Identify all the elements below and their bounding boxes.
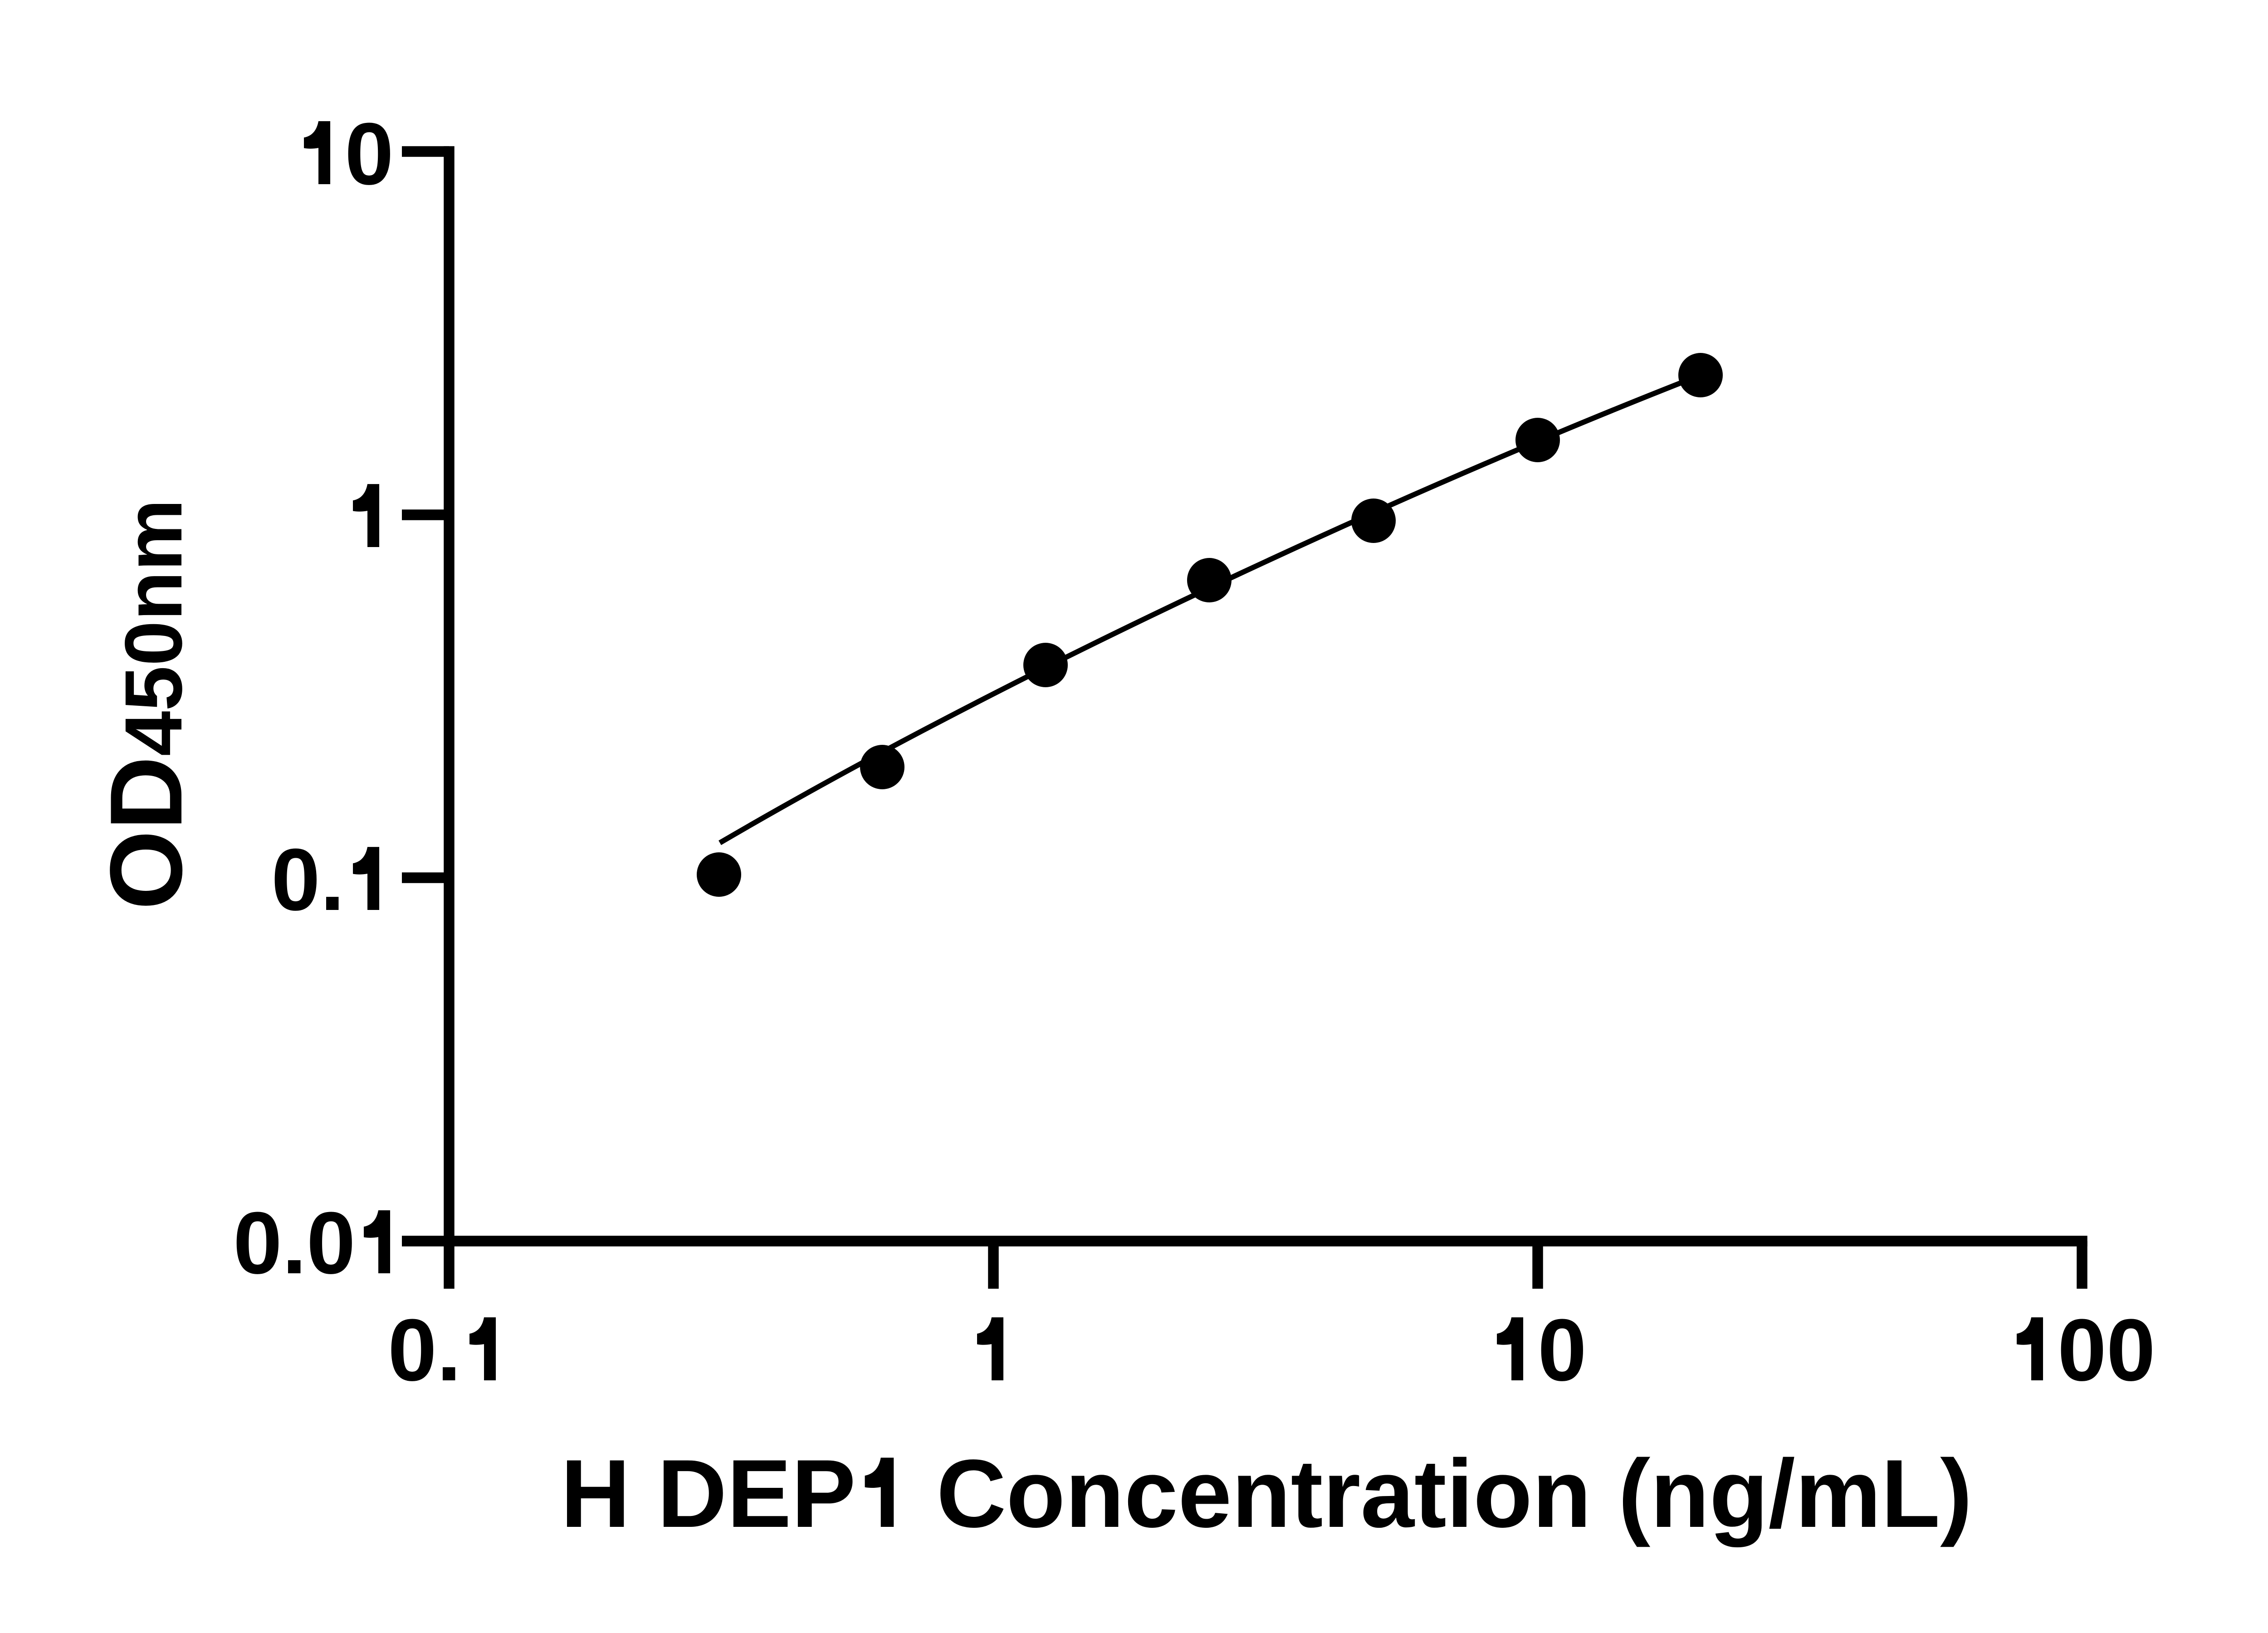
svg-text:H DEP: H DEP xyxy=(561,1440,856,1548)
svg-text:00: 00 xyxy=(2058,1301,2156,1399)
svg-text:Concentration (ng/mL): Concentration (ng/mL) xyxy=(937,1440,1973,1548)
svg-text:0: 0 xyxy=(1538,1301,1587,1399)
svg-text:0.: 0. xyxy=(388,1301,461,1399)
svg-text:0.: 0. xyxy=(271,831,345,929)
svg-text:0.0: 0.0 xyxy=(233,1194,356,1292)
svg-text:OD450nm: OD450nm xyxy=(88,499,203,910)
svg-text:0: 0 xyxy=(345,105,394,203)
